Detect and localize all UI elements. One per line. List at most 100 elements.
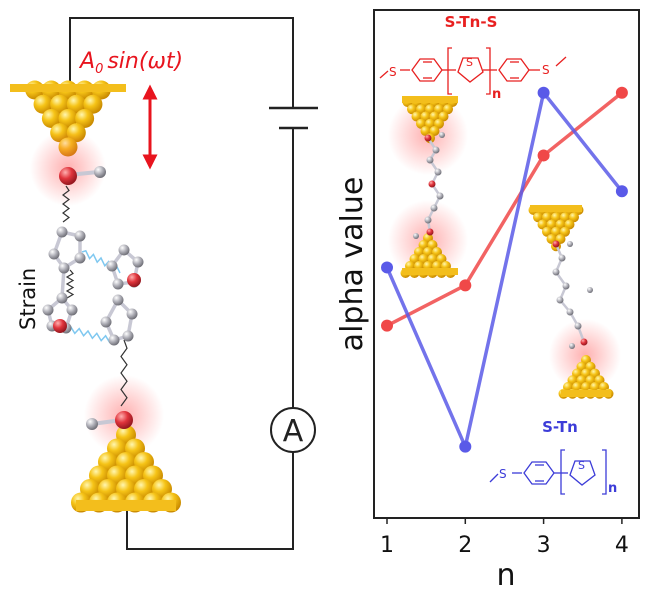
gold-atom (564, 219, 575, 230)
inset-atom (432, 146, 440, 154)
gold-atom (416, 118, 426, 129)
gold-atom (533, 212, 543, 223)
electrode-rim (402, 268, 458, 275)
gold-atom (66, 94, 86, 114)
svg-text:S: S (466, 56, 473, 69)
gold-atom (555, 219, 566, 230)
ammeter: A (270, 407, 316, 453)
electrode-rim (561, 390, 611, 397)
electrode-rim (402, 96, 458, 103)
carbon-atom (56, 226, 68, 238)
gold-atom (569, 212, 579, 223)
data-point-s-tn-n1 (381, 261, 393, 274)
data-point-s-tn-s-n4 (615, 86, 628, 99)
carbon-atom (48, 248, 60, 260)
gold-atom (429, 111, 440, 122)
series-line-s-tn-s (386, 91, 623, 328)
gold-atom (551, 212, 561, 223)
series-s-tn-s (381, 86, 628, 332)
inset-atom (567, 241, 573, 247)
molecule-junction-left (42, 166, 144, 430)
gold-atom (50, 94, 70, 114)
inset-atom (552, 268, 560, 276)
electrode-rim (76, 500, 176, 511)
spring-link (120, 339, 128, 407)
gold-atom (58, 109, 78, 128)
methyl-atom (86, 418, 98, 430)
carbon-atom (42, 304, 54, 316)
sulfur-atom (53, 319, 67, 333)
inset-atom (413, 233, 419, 239)
sulfur-atom (127, 273, 141, 287)
gold-atom (443, 104, 453, 115)
gold-atom (75, 109, 95, 128)
stns-structure: S-Tn-S S S S n (379, 13, 567, 102)
x-tick-label-2: 2 (458, 533, 472, 558)
inset-atom (566, 308, 574, 316)
svg-text:S: S (542, 63, 550, 77)
gold-atom (542, 226, 552, 237)
series-layer (381, 86, 628, 453)
gold-atom (546, 219, 557, 230)
data-point-s-tn-n4 (615, 185, 628, 198)
svg-text:n: n (492, 87, 501, 102)
gold-atom (33, 94, 53, 114)
gold-atom (420, 126, 431, 136)
x-tick-label-4: 4 (615, 533, 629, 558)
circuit-schematic: A A0 sin(ωt) Strain (10, 17, 318, 550)
data-point-s-tn-s-n3 (537, 149, 550, 162)
carbon-atom (74, 252, 86, 264)
inset-atom (439, 132, 445, 138)
series-line-s-tn (385, 90, 624, 449)
inset-atom (430, 204, 438, 212)
svg-text:S: S (389, 65, 397, 79)
data-point-s-tn-n2 (459, 440, 472, 453)
inset-stn-junction (528, 205, 621, 399)
data-point-s-tn-s-n1 (381, 319, 393, 332)
gold-atom (438, 111, 449, 122)
carbon-atom (126, 308, 138, 320)
x-tick-label-3: 3 (537, 533, 551, 558)
gold-atom (542, 212, 552, 223)
gold-atom (537, 219, 548, 230)
bottom-gold-electrode (71, 425, 181, 513)
inset-atom (552, 240, 560, 248)
circuit-wire-top (69, 17, 294, 108)
gold-atom (41, 109, 61, 128)
inset-atom (426, 228, 434, 236)
gold-atom (434, 104, 444, 115)
gold-atom (560, 226, 570, 237)
carbon-atom (66, 304, 78, 316)
inset-atom (587, 287, 593, 293)
inset-stns-junction (388, 95, 468, 280)
carbon-atom (108, 334, 120, 346)
stn-structure: S-Tn S S n (489, 418, 617, 496)
inset-atom (556, 296, 564, 304)
alpha-chart: alpha value n 1 2 3 4 S-Tn-S (335, 9, 640, 591)
svg-text:S: S (499, 467, 507, 481)
spring-link (62, 185, 70, 223)
gold-atom (551, 226, 561, 237)
carbon-atom (56, 292, 68, 304)
inset-atom (434, 168, 442, 176)
x-axis-label: n (496, 558, 515, 591)
carbon-atom (122, 330, 134, 342)
gold-atom (429, 126, 440, 136)
carbon-atom (132, 256, 144, 268)
circuit-wire-bottom (126, 452, 294, 550)
gold-atom (434, 118, 444, 129)
gold-atom (407, 104, 417, 115)
svg-text:S: S (578, 459, 585, 472)
x-axis-ticks: 1 2 3 4 (380, 518, 629, 558)
y-axis-label: alpha value (335, 177, 370, 352)
carbon-atom (112, 278, 124, 290)
methyl-atom (94, 166, 106, 178)
sulfur-atom (115, 411, 133, 429)
inset-atom (424, 134, 432, 142)
gold-atom (83, 94, 103, 114)
carbon-atom (112, 294, 124, 306)
electrode-rim (10, 84, 126, 92)
sulfur-atom (59, 167, 77, 185)
stn-title: S-Tn (542, 418, 578, 436)
gold-atom (416, 104, 426, 115)
